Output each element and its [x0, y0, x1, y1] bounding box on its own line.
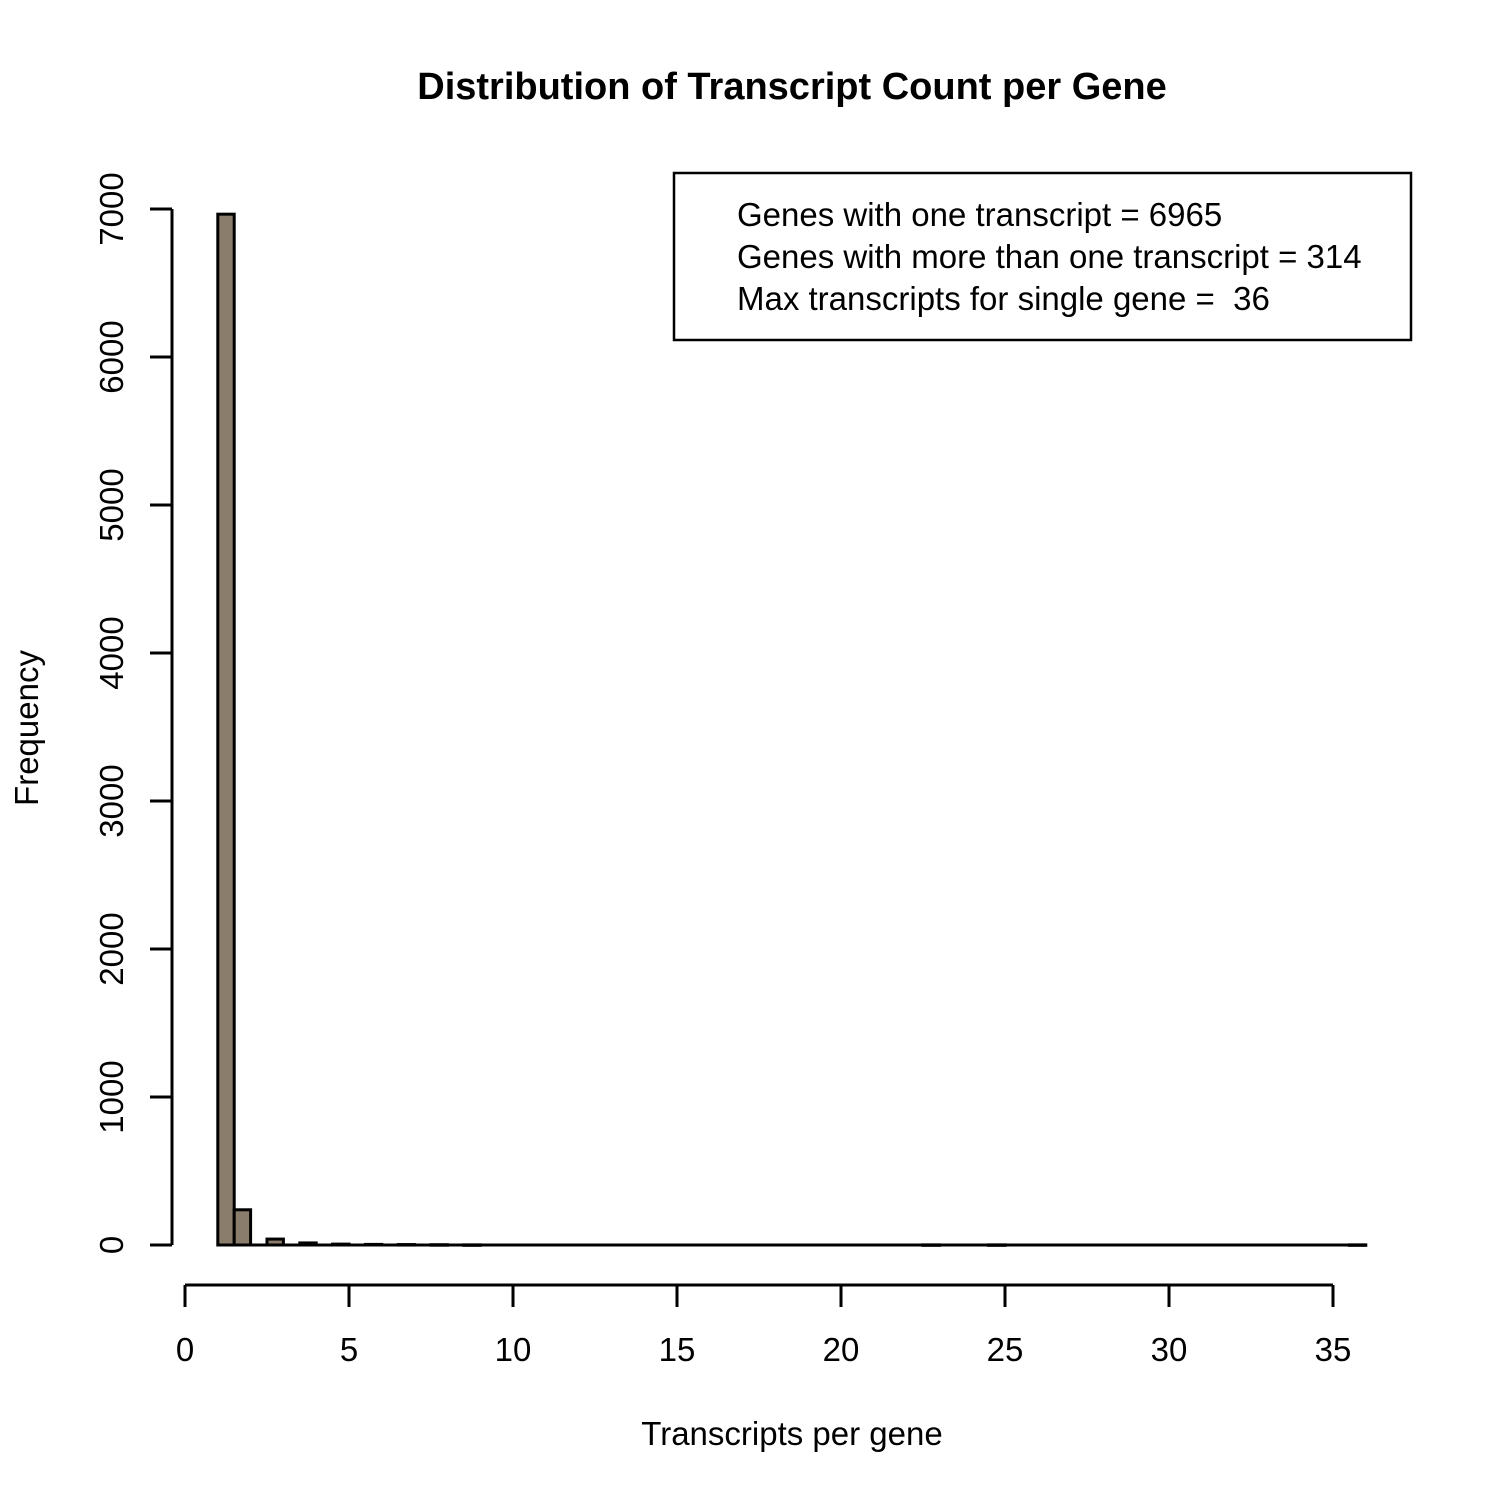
histogram-bar-3	[265, 1237, 285, 1247]
y-tick-label-5000: 5000	[93, 468, 130, 541]
histogram-bar-1	[232, 1208, 253, 1247]
x-tick-label-5: 5	[340, 1331, 358, 1368]
histogram-bar-16	[987, 1243, 1007, 1247]
histogram-bar-13	[429, 1243, 449, 1247]
x-tick-label-20: 20	[823, 1331, 860, 1368]
y-axis: 0 1000 2000 3000 4000 5000 6000 7000	[93, 172, 174, 1254]
chart-title: Distribution of Transcript Count per Gen…	[417, 66, 1166, 108]
y-tick-label-1000: 1000	[93, 1060, 130, 1133]
x-tick-label-35: 35	[1315, 1331, 1352, 1368]
legend-line-max-transcripts: Max transcripts for single gene = 36	[737, 280, 1270, 317]
y-tick-label-4000: 4000	[93, 616, 130, 689]
x-axis-title: Transcripts per gene	[641, 1415, 942, 1452]
y-axis-title: Frequency	[8, 650, 45, 806]
y-tick-label-6000: 6000	[93, 320, 130, 393]
histogram-bar-15	[921, 1243, 941, 1247]
bars-layer	[216, 212, 1368, 1247]
y-tick-label-2000: 2000	[93, 912, 130, 985]
x-tick-label-30: 30	[1151, 1331, 1188, 1368]
y-tick-label-7000: 7000	[93, 172, 130, 245]
histogram-bar-11	[396, 1243, 417, 1247]
y-tick-label-3000: 3000	[93, 764, 130, 837]
histogram-bar-14	[462, 1243, 482, 1247]
legend-line-multi-transcript: Genes with more than one transcript = 31…	[737, 238, 1362, 275]
histogram-bar-17	[1347, 1243, 1368, 1247]
x-tick-label-10: 10	[495, 1331, 532, 1368]
legend: Genes with one transcript = 6965 Genes w…	[672, 171, 1413, 342]
x-axis: 0 5 10 15 20 25 30 35	[176, 1283, 1352, 1368]
x-tick-label-0: 0	[176, 1331, 194, 1368]
legend-line-one-transcript: Genes with one transcript = 6965	[737, 196, 1222, 233]
x-tick-label-15: 15	[659, 1331, 696, 1368]
histogram-bar-9	[363, 1242, 384, 1247]
y-tick-label-0: 0	[93, 1236, 130, 1254]
histogram-bar-5	[298, 1241, 318, 1247]
x-tick-label-25: 25	[987, 1331, 1024, 1368]
legend-frame	[672, 171, 1413, 342]
histogram-bar-0	[216, 212, 236, 1247]
histogram-bar-7	[331, 1242, 351, 1247]
